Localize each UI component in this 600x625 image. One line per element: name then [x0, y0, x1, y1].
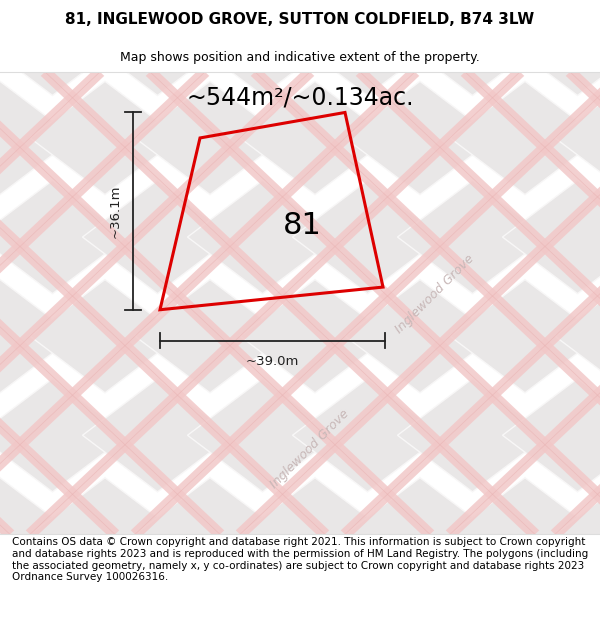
- Polygon shape: [345, 478, 495, 591]
- Text: Map shows position and indicative extent of the property.: Map shows position and indicative extent…: [120, 51, 480, 64]
- Text: ~39.0m: ~39.0m: [246, 355, 299, 368]
- Polygon shape: [0, 68, 119, 538]
- Polygon shape: [0, 279, 75, 392]
- Polygon shape: [0, 68, 329, 538]
- Polygon shape: [555, 81, 600, 194]
- Polygon shape: [398, 379, 548, 492]
- Polygon shape: [0, 379, 128, 492]
- Polygon shape: [345, 81, 495, 194]
- Polygon shape: [30, 279, 180, 392]
- Polygon shape: [356, 68, 600, 538]
- Polygon shape: [0, 0, 23, 96]
- Polygon shape: [0, 379, 23, 492]
- Polygon shape: [0, 577, 23, 625]
- Polygon shape: [450, 279, 600, 392]
- Polygon shape: [503, 181, 600, 294]
- Polygon shape: [30, 81, 180, 194]
- Polygon shape: [83, 577, 233, 625]
- Polygon shape: [461, 68, 600, 538]
- Polygon shape: [450, 81, 600, 194]
- Polygon shape: [293, 379, 443, 492]
- Text: 81, INGLEWOOD GROVE, SUTTON COLDFIELD, B74 3LW: 81, INGLEWOOD GROVE, SUTTON COLDFIELD, B…: [65, 12, 535, 27]
- Polygon shape: [555, 279, 600, 392]
- Polygon shape: [293, 577, 443, 625]
- Polygon shape: [0, 181, 128, 294]
- Polygon shape: [566, 68, 600, 538]
- Polygon shape: [503, 577, 600, 625]
- Polygon shape: [503, 0, 600, 96]
- Polygon shape: [0, 577, 128, 625]
- Polygon shape: [187, 0, 337, 96]
- Polygon shape: [240, 279, 390, 392]
- Text: 81: 81: [283, 211, 322, 241]
- Polygon shape: [0, 68, 224, 538]
- Polygon shape: [446, 68, 600, 538]
- Polygon shape: [251, 68, 600, 538]
- Polygon shape: [135, 279, 285, 392]
- Polygon shape: [240, 478, 390, 591]
- Text: Inglewood Grove: Inglewood Grove: [268, 408, 352, 491]
- Polygon shape: [0, 68, 419, 538]
- Polygon shape: [0, 478, 75, 591]
- Polygon shape: [240, 81, 390, 194]
- Polygon shape: [398, 181, 548, 294]
- Polygon shape: [187, 379, 337, 492]
- Polygon shape: [555, 478, 600, 591]
- Polygon shape: [83, 0, 233, 96]
- Polygon shape: [0, 0, 128, 96]
- Polygon shape: [551, 68, 600, 538]
- Polygon shape: [345, 279, 495, 392]
- Polygon shape: [146, 68, 600, 538]
- Polygon shape: [450, 478, 600, 591]
- Polygon shape: [26, 68, 524, 538]
- Polygon shape: [0, 68, 314, 538]
- Polygon shape: [0, 68, 104, 538]
- Polygon shape: [41, 68, 539, 538]
- Polygon shape: [398, 577, 548, 625]
- Polygon shape: [236, 68, 600, 538]
- Polygon shape: [293, 181, 443, 294]
- Polygon shape: [341, 68, 600, 538]
- Polygon shape: [0, 181, 23, 294]
- Polygon shape: [83, 379, 233, 492]
- Polygon shape: [0, 68, 209, 538]
- Text: Inglewood Grove: Inglewood Grove: [393, 252, 477, 336]
- Text: Contains OS data © Crown copyright and database right 2021. This information is : Contains OS data © Crown copyright and d…: [12, 538, 588, 582]
- Text: ~544m²/~0.134ac.: ~544m²/~0.134ac.: [186, 86, 414, 109]
- Polygon shape: [0, 68, 14, 538]
- Polygon shape: [30, 478, 180, 591]
- Polygon shape: [398, 0, 548, 96]
- Polygon shape: [503, 379, 600, 492]
- Polygon shape: [131, 68, 600, 538]
- Polygon shape: [0, 68, 434, 538]
- Text: ~36.1m: ~36.1m: [109, 184, 121, 238]
- Polygon shape: [293, 0, 443, 96]
- Polygon shape: [135, 81, 285, 194]
- Polygon shape: [187, 577, 337, 625]
- Polygon shape: [0, 81, 75, 194]
- Polygon shape: [135, 478, 285, 591]
- Polygon shape: [187, 181, 337, 294]
- Polygon shape: [83, 181, 233, 294]
